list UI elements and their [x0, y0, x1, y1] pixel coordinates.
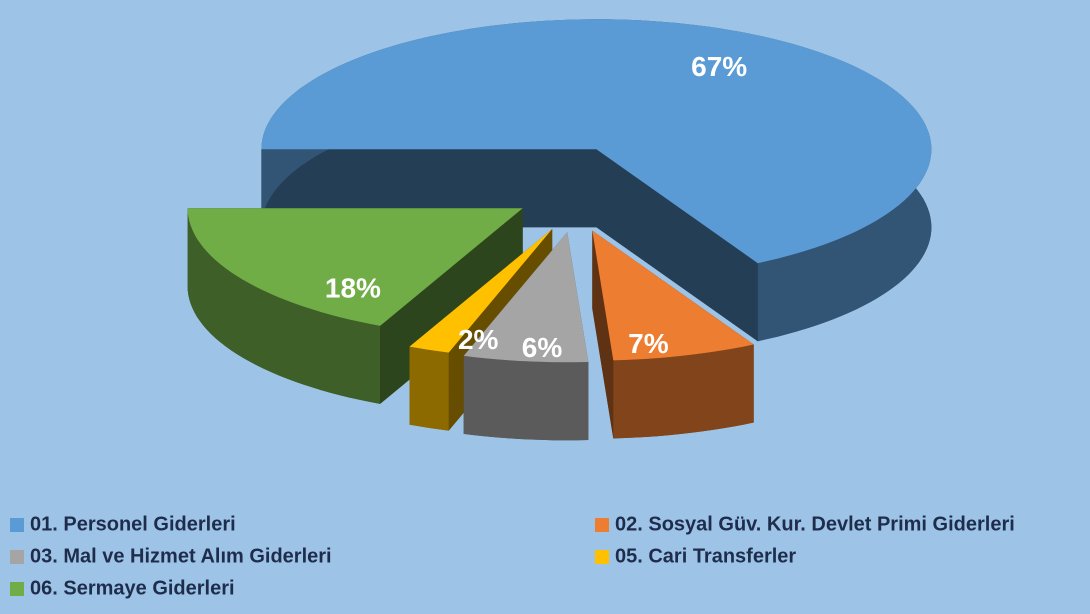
data-label: 2%	[458, 324, 499, 355]
data-label: 18%	[325, 272, 381, 303]
slice-side	[463, 355, 589, 441]
slice-top	[261, 19, 932, 264]
legend-label: 05. Cari Transferler	[615, 545, 796, 567]
slice-top	[592, 230, 754, 361]
slice-wall	[261, 149, 597, 228]
legend-swatch	[10, 518, 24, 532]
slice-side	[613, 344, 754, 439]
legend-label: 03. Mal ve Hizmet Alım Giderleri	[30, 545, 332, 567]
legend-swatch	[595, 550, 609, 564]
slice-wall	[592, 230, 614, 439]
slice	[592, 230, 754, 439]
legend-swatch	[595, 518, 609, 532]
slice-side	[187, 208, 380, 404]
slice	[261, 19, 932, 342]
slice-top	[409, 229, 553, 353]
slice-top	[187, 208, 523, 326]
data-label: 7%	[628, 328, 669, 359]
slice-wall	[596, 149, 758, 342]
slice-top	[463, 232, 589, 363]
slice	[463, 232, 589, 441]
legend-swatch	[10, 582, 24, 596]
legend-swatch	[10, 550, 24, 564]
data-label: 6%	[522, 332, 563, 363]
slice-side	[409, 346, 449, 431]
legend-label: 02. Sosyal Güv. Kur. Devlet Primi Giderl…	[615, 513, 1015, 535]
data-label: 67%	[691, 51, 747, 82]
slice	[187, 208, 523, 404]
legend-label: 01. Personel Giderleri	[30, 513, 236, 535]
legend-label: 06. Sermaye Giderleri	[30, 577, 235, 599]
